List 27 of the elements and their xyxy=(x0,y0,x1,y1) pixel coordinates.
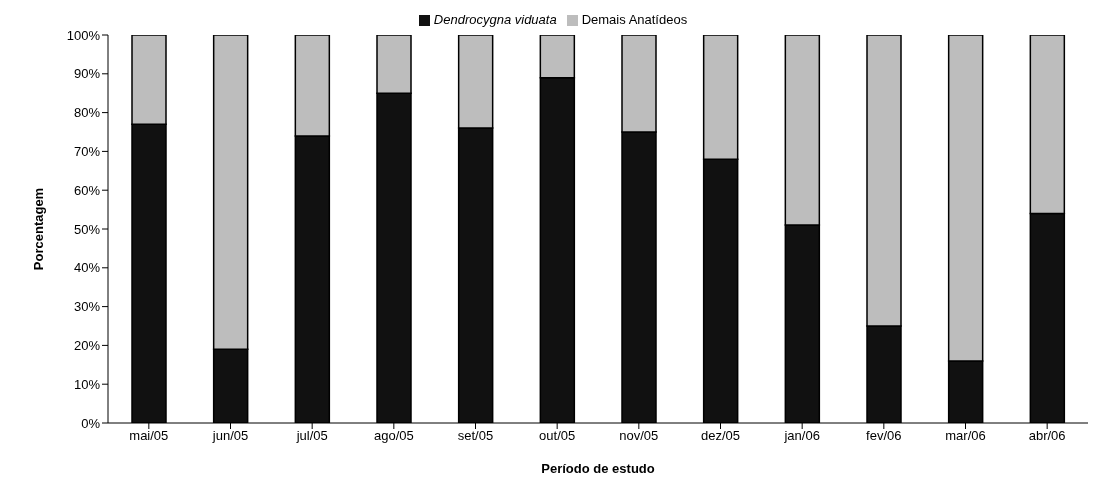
x-tick-label: out/05 xyxy=(539,428,576,444)
x-tick-label: jun/05 xyxy=(211,428,249,444)
y-tick-label: 40% xyxy=(73,260,101,276)
y-tick-label: 0% xyxy=(81,415,101,431)
x-tick-label: fev/06 xyxy=(866,428,902,444)
y-tick-label: 30% xyxy=(73,299,101,315)
x-axis-title: Período de estudo xyxy=(541,461,655,476)
legend-label: Demais Anatídeos xyxy=(581,12,688,27)
y-tick-label: 60% xyxy=(73,182,101,198)
x-tick-label: nov/05 xyxy=(619,428,659,444)
y-tick-label: 100% xyxy=(66,27,101,43)
y-tick-label: 80% xyxy=(73,105,101,121)
y-tick-label: 20% xyxy=(73,338,101,354)
x-tick-label: mai/05 xyxy=(129,428,169,444)
y-tick-label: 10% xyxy=(73,376,101,392)
x-tick-label: dez/05 xyxy=(700,428,741,444)
x-tick-label: jul/05 xyxy=(295,428,328,444)
y-tick-label: 90% xyxy=(73,66,101,82)
y-tick-label: 50% xyxy=(73,221,101,237)
x-tick-label: abr/06 xyxy=(1028,428,1066,444)
x-tick-label: ago/05 xyxy=(373,428,414,444)
y-tick-label: 70% xyxy=(73,144,101,160)
x-tick-label: jan/06 xyxy=(783,428,820,444)
legend-label: Dendrocygna viduata xyxy=(433,12,557,27)
y-axis-title: Porcentagem xyxy=(30,187,46,271)
x-tick-label: mar/06 xyxy=(945,428,986,444)
x-tick-label: set/05 xyxy=(457,428,494,444)
